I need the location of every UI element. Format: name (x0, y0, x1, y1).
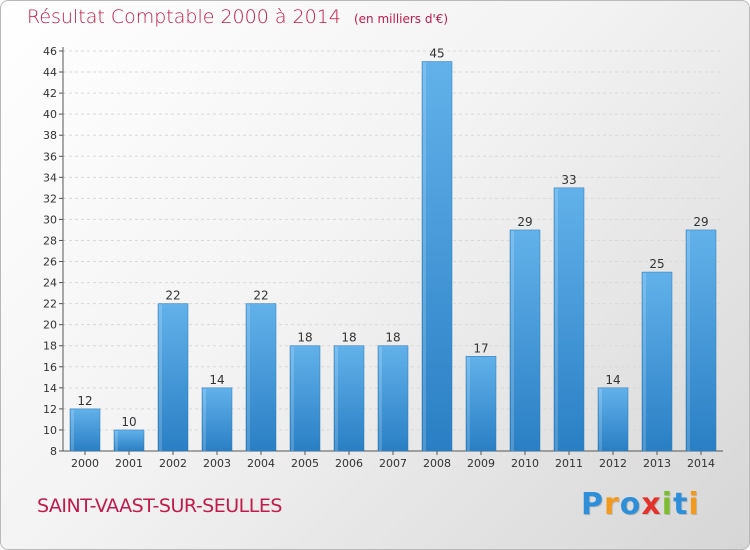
bar-highlight (555, 188, 558, 451)
bar (465, 356, 497, 452)
data-label: 45 (429, 47, 444, 61)
chart-title-main: Résultat Comptable 2000 à 2014 (27, 6, 341, 28)
bar (509, 229, 541, 452)
y-tick-label: 20 (43, 319, 57, 332)
bar-highlight (203, 388, 206, 451)
bar-highlight (71, 409, 74, 451)
y-tick-label: 40 (43, 108, 57, 121)
data-label: 18 (297, 331, 312, 345)
x-tick-label: 2009 (467, 457, 495, 470)
y-tick-label: 46 (43, 45, 57, 58)
bar-highlight (423, 62, 426, 452)
x-tick-label: 2005 (291, 457, 319, 470)
logo-letter: P (581, 487, 604, 522)
data-label: 17 (473, 341, 488, 355)
logo-letter: t (673, 487, 689, 522)
x-tick-label: 2003 (203, 457, 231, 470)
data-label: 18 (385, 331, 400, 345)
bar (113, 429, 145, 452)
y-tick-label: 38 (43, 129, 57, 142)
x-tick-label: 2010 (511, 457, 539, 470)
bar-highlight (335, 346, 338, 451)
bar (553, 187, 585, 452)
y-tick-label: 26 (43, 256, 57, 269)
x-tick-label: 2013 (643, 457, 671, 470)
y-tick-label: 34 (43, 171, 57, 184)
bar-highlight (247, 304, 250, 451)
bar (421, 61, 453, 452)
logo-letter: o (619, 487, 642, 522)
logo-letter: x (641, 487, 662, 522)
x-tick-label: 2012 (599, 457, 627, 470)
bar-highlight (687, 230, 690, 451)
bar-highlight (643, 273, 646, 451)
bar (641, 271, 673, 452)
bar (333, 345, 365, 452)
logo-letter: i (688, 487, 700, 522)
y-tick-label: 8 (50, 445, 57, 458)
x-tick-label: 2007 (379, 457, 407, 470)
bar (157, 303, 189, 452)
y-tick-label: 36 (43, 150, 57, 163)
data-label: 22 (165, 289, 180, 303)
logo-letter: i (661, 487, 674, 522)
x-tick-label: 2011 (555, 457, 583, 470)
y-tick-label: 44 (43, 66, 57, 79)
data-label: 22 (253, 289, 268, 303)
data-label: 18 (341, 331, 356, 345)
bar-highlight (115, 430, 118, 451)
bar (201, 387, 233, 452)
chart-title: Résultat Comptable 2000 à 2014 (en milli… (27, 6, 448, 28)
bar (597, 387, 629, 452)
y-tick-label: 24 (43, 277, 57, 290)
y-tick-label: 14 (43, 382, 57, 395)
x-tick-label: 2002 (159, 457, 187, 470)
x-tick-label: 2004 (247, 457, 275, 470)
bar-highlight (511, 230, 514, 451)
x-tick-label: 2008 (423, 457, 451, 470)
y-tick-label: 32 (43, 192, 57, 205)
data-label: 29 (693, 215, 708, 229)
x-tick-label: 2001 (115, 457, 143, 470)
bar-highlight (467, 357, 470, 451)
y-tick-label: 18 (43, 340, 57, 353)
bar-highlight (599, 388, 602, 451)
data-label: 33 (561, 173, 576, 187)
y-tick-label: 12 (43, 403, 57, 416)
y-tick-label: 42 (43, 87, 57, 100)
bar (289, 345, 321, 452)
bar-highlight (379, 346, 382, 451)
data-label: 25 (649, 257, 664, 271)
bar (245, 303, 277, 452)
data-label: 12 (77, 394, 92, 408)
data-label: 14 (605, 373, 620, 387)
y-tick-label: 16 (43, 361, 57, 374)
data-label: 29 (517, 215, 532, 229)
data-label: 10 (121, 415, 136, 429)
commune-name: SAINT-VAAST-SUR-SEULLES (37, 495, 282, 517)
y-tick-label: 22 (43, 298, 57, 311)
x-tick-label: 2006 (335, 457, 363, 470)
x-tick-label: 2014 (687, 457, 715, 470)
x-tick-label: 2000 (71, 457, 99, 470)
bar-highlight (291, 346, 294, 451)
logo-letter: r (604, 487, 620, 522)
data-label: 14 (209, 373, 224, 387)
y-tick-label: 28 (43, 234, 57, 247)
y-tick-label: 10 (43, 424, 57, 437)
proxiti-logo: Proxiti (581, 487, 700, 522)
bar (685, 229, 717, 452)
bar (377, 345, 409, 452)
bar-highlight (159, 304, 162, 451)
chart-title-unit: (en milliers d'€) (353, 12, 449, 26)
y-tick-label: 30 (43, 213, 57, 226)
bar (69, 408, 101, 452)
